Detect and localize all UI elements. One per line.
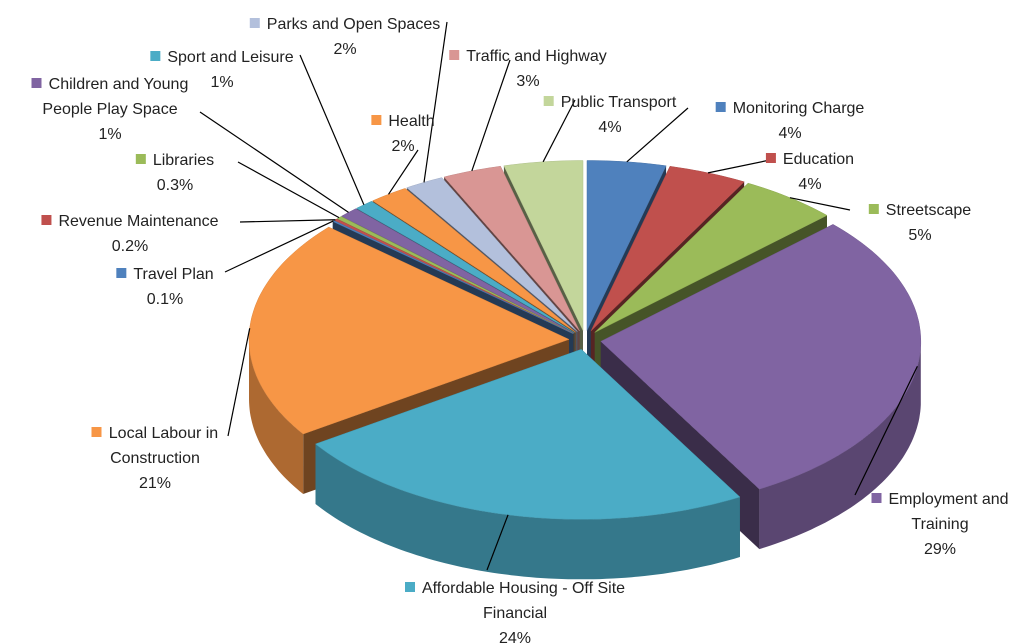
leader-line [299,54,365,206]
data-label: Employment and Training 29% [853,487,1024,562]
slice-wall [249,339,304,494]
legend-swatch [135,154,146,164]
slice-top [355,201,575,334]
data-label: Affordable Housing - Off Site Financial 2… [395,576,635,644]
legend-swatch [371,115,382,125]
category-name: Employment and Training [888,491,1009,533]
category-name: Streetscape [885,202,972,219]
value-label: 29% [923,541,957,558]
legend-swatch [41,215,52,225]
leader-line [237,161,340,219]
leader-line [626,107,689,163]
slice-top [314,349,741,520]
data-label: Children and Young People Play Space 1% [18,72,203,147]
slice-top [248,226,570,435]
legend-swatch [871,493,882,503]
slice-top [590,166,745,332]
leader-line [707,159,771,174]
legend-swatch [150,51,161,61]
data-label: Revenue Maintenance 0.2% [41,209,219,259]
value-label: 5% [908,227,932,244]
leader-line [239,219,336,223]
category-name: Public Transport [560,94,677,111]
legend-swatch [765,153,776,163]
leader-line [854,366,918,496]
leader-line [388,149,419,195]
legend-swatch [715,102,726,112]
leader-line [423,21,448,183]
data-label: Education 4% [765,147,855,197]
slice-wall [315,444,740,580]
legend-swatch [404,582,415,592]
value-label: 4% [778,125,802,142]
data-label: Libraries 0.3% [135,148,215,198]
category-name: Parks and Open Spaces [266,16,441,33]
category-name: Education [782,151,855,168]
legend-swatch [868,204,879,214]
slice-top [443,165,580,332]
value-label: 3% [516,73,540,90]
slice-top [372,188,576,333]
data-label: Monitoring Charge 4% [715,96,865,146]
category-name: Revenue Maintenance [58,213,219,230]
leader-line [227,328,251,437]
value-label: 2% [333,41,357,58]
data-label: Travel Plan 0.1% [116,262,214,312]
legend-swatch [249,18,260,28]
legend-swatch [31,78,42,88]
legend-swatch [91,427,102,437]
data-label: Parks and Open Spaces 2% [249,12,441,62]
value-label: 0.2% [111,238,149,255]
leader-line [486,514,509,571]
data-label: Public Transport 4% [543,90,677,140]
leader-line [224,220,334,273]
data-label: Streetscape 5% [868,198,972,248]
legend-swatch [116,268,127,278]
slice [314,349,741,580]
data-label: Traffic and Highway 3% [449,44,607,94]
leader-line [542,99,576,163]
category-name: Sport and Leisure [167,49,294,66]
leader-line [471,59,511,172]
legend-swatch [449,50,460,60]
category-name: Affordable Housing - Off Site Financial [421,580,626,622]
value-label: 0.1% [146,291,184,308]
data-label: Health 2% [371,109,435,159]
category-name: Health [388,113,435,130]
slice-top [586,160,667,331]
value-label: 4% [798,176,822,193]
category-name: Libraries [152,152,215,169]
legend-swatch [543,96,554,106]
category-name: Traffic and Highway [466,48,607,65]
leader-line [789,197,851,211]
value-label: 21% [138,475,172,492]
category-name: Monitoring Charge [732,100,865,117]
value-label: 24% [498,630,532,644]
value-label: 2% [391,138,415,155]
value-label: 1% [98,126,122,143]
leader-line [199,111,349,213]
value-label: 1% [210,74,234,91]
category-name: Travel Plan [133,266,214,283]
data-label: Local Labour in Construction 21% [73,421,238,496]
data-label: Sport and Leisure 1% [150,45,294,95]
slice-wall [759,341,921,550]
value-label: 4% [598,119,622,136]
category-name: Local Labour in Construction [108,425,219,467]
category-name: Children and Young People Play Space [42,76,189,118]
value-label: 0.3% [156,177,194,194]
